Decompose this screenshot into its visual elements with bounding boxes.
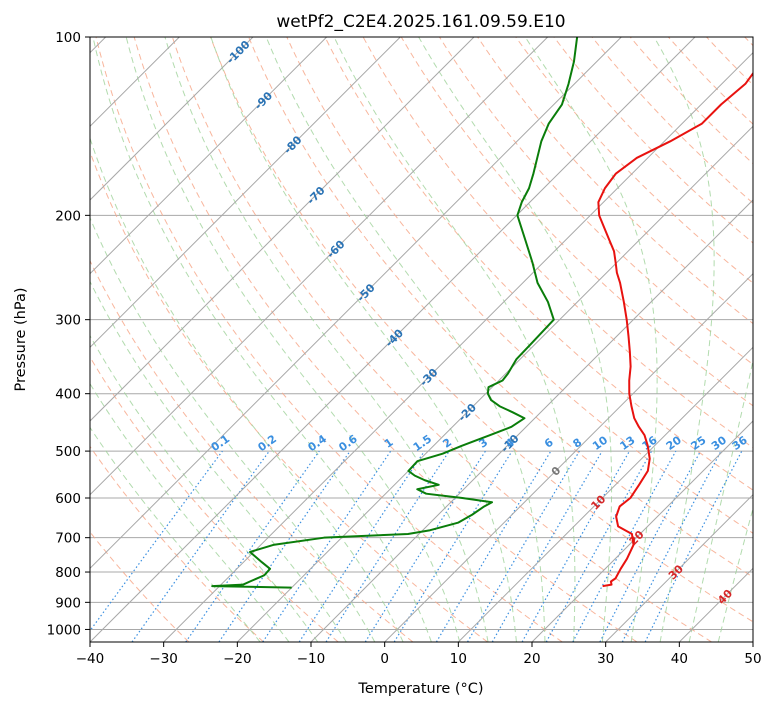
y-tick-label: 200	[55, 208, 81, 224]
sounding-profiles	[211, 37, 753, 589]
mixing-ratio-lines	[90, 450, 743, 642]
isotherm-line	[457, 346, 753, 642]
isotherm-line	[90, 37, 401, 349]
moist-adiabat	[265, 37, 546, 642]
mixing-ratio-line	[262, 450, 392, 642]
mixing-ratio-line	[644, 450, 743, 642]
mixing-ratio-line	[90, 450, 223, 632]
y-tick-label: 600	[55, 491, 81, 507]
mixing-ratio-line	[298, 450, 425, 642]
mixing-ratio-line	[218, 450, 351, 642]
y-tick-label: 1000	[47, 622, 81, 638]
y-tick-label: 400	[55, 387, 81, 403]
moist-adiabat	[524, 37, 658, 642]
isotherm-line	[310, 199, 753, 642]
dry-adiabat	[324, 37, 753, 491]
y-tick-label: 100	[55, 30, 81, 46]
dry-adiabat	[171, 37, 712, 642]
x-tick-label: 50	[744, 651, 761, 667]
dry-adiabat	[95, 37, 563, 642]
dry-adiabat	[90, 259, 414, 642]
isotherm-line	[90, 37, 475, 422]
dry-adiabat	[286, 37, 753, 534]
y-tick-label: 900	[55, 595, 81, 611]
moist-adiabats	[90, 37, 753, 642]
moist-adiabat	[653, 37, 715, 642]
x-tick-label: −10	[297, 651, 326, 667]
x-axis-label: Temperature (°C)	[357, 681, 483, 697]
x-tick-label: 40	[671, 651, 688, 667]
moist-adiabat	[90, 280, 347, 642]
temperature-profile-line	[597, 71, 753, 588]
x-tick-label: −20	[223, 651, 252, 667]
dry-adiabat	[210, 37, 753, 623]
moist-adiabat	[90, 334, 319, 642]
isotherm-line	[163, 51, 753, 642]
mixing-ratio-line	[393, 450, 513, 642]
moist-adiabat	[164, 37, 489, 642]
moist-adiabat	[333, 37, 576, 642]
mixing-ratio-line	[131, 450, 270, 642]
y-tick-label: 500	[55, 444, 81, 460]
dewpoint-profile-line	[211, 37, 579, 589]
plot-area	[90, 37, 753, 642]
plot-frame	[89, 36, 754, 643]
mixing-ratio-line	[185, 450, 320, 642]
moist-adiabat	[92, 37, 432, 642]
dry-adiabat	[90, 356, 339, 642]
x-tick-label: 30	[597, 651, 614, 667]
y-axis-label: Pressure (hPa)	[13, 287, 29, 391]
mixing-ratio-line	[325, 450, 450, 642]
x-tick-label: −40	[76, 651, 105, 667]
chart-title: wetPf2_C2E4.2025.161.09.59.E10	[276, 12, 565, 32]
dry-adiabat	[248, 37, 753, 578]
moist-adiabat	[90, 426, 261, 642]
y-tick-label: 800	[55, 565, 81, 581]
isotherm-line	[605, 493, 753, 642]
isotherm-line	[384, 272, 753, 642]
isotherm-line	[236, 125, 753, 642]
moist-adiabat	[717, 506, 753, 642]
isotherm-line	[90, 37, 622, 570]
mixing-ratio-line	[521, 450, 631, 642]
moist-adiabat	[90, 382, 290, 642]
mixing-ratio-line	[545, 450, 653, 642]
isotherm-line	[90, 37, 254, 201]
moist-adiabat	[418, 37, 613, 642]
moist-adiabat	[125, 37, 461, 642]
axis-ticks: −40 −30 −20 −10 0 10 20 30 40 50 100 200 300 400 500 60…	[47, 30, 762, 667]
isotherm-line	[90, 37, 696, 642]
moist-adiabat	[688, 358, 753, 642]
moist-adiabat	[90, 216, 376, 642]
y-tick-label: 700	[55, 531, 81, 547]
isotherm-line	[90, 37, 549, 496]
mixing-ratio-line	[572, 450, 677, 642]
moist-adiabat	[90, 136, 404, 642]
x-tick-label: −30	[149, 651, 178, 667]
dry-adiabat	[90, 445, 264, 642]
dry-adiabat	[515, 37, 753, 284]
moist-adiabat	[210, 37, 517, 642]
x-tick-label: 20	[523, 651, 540, 667]
y-tick-label: 300	[55, 313, 81, 329]
x-tick-label: 10	[450, 651, 467, 667]
isotherm-line	[90, 37, 328, 275]
x-tick-label: 0	[380, 651, 389, 667]
